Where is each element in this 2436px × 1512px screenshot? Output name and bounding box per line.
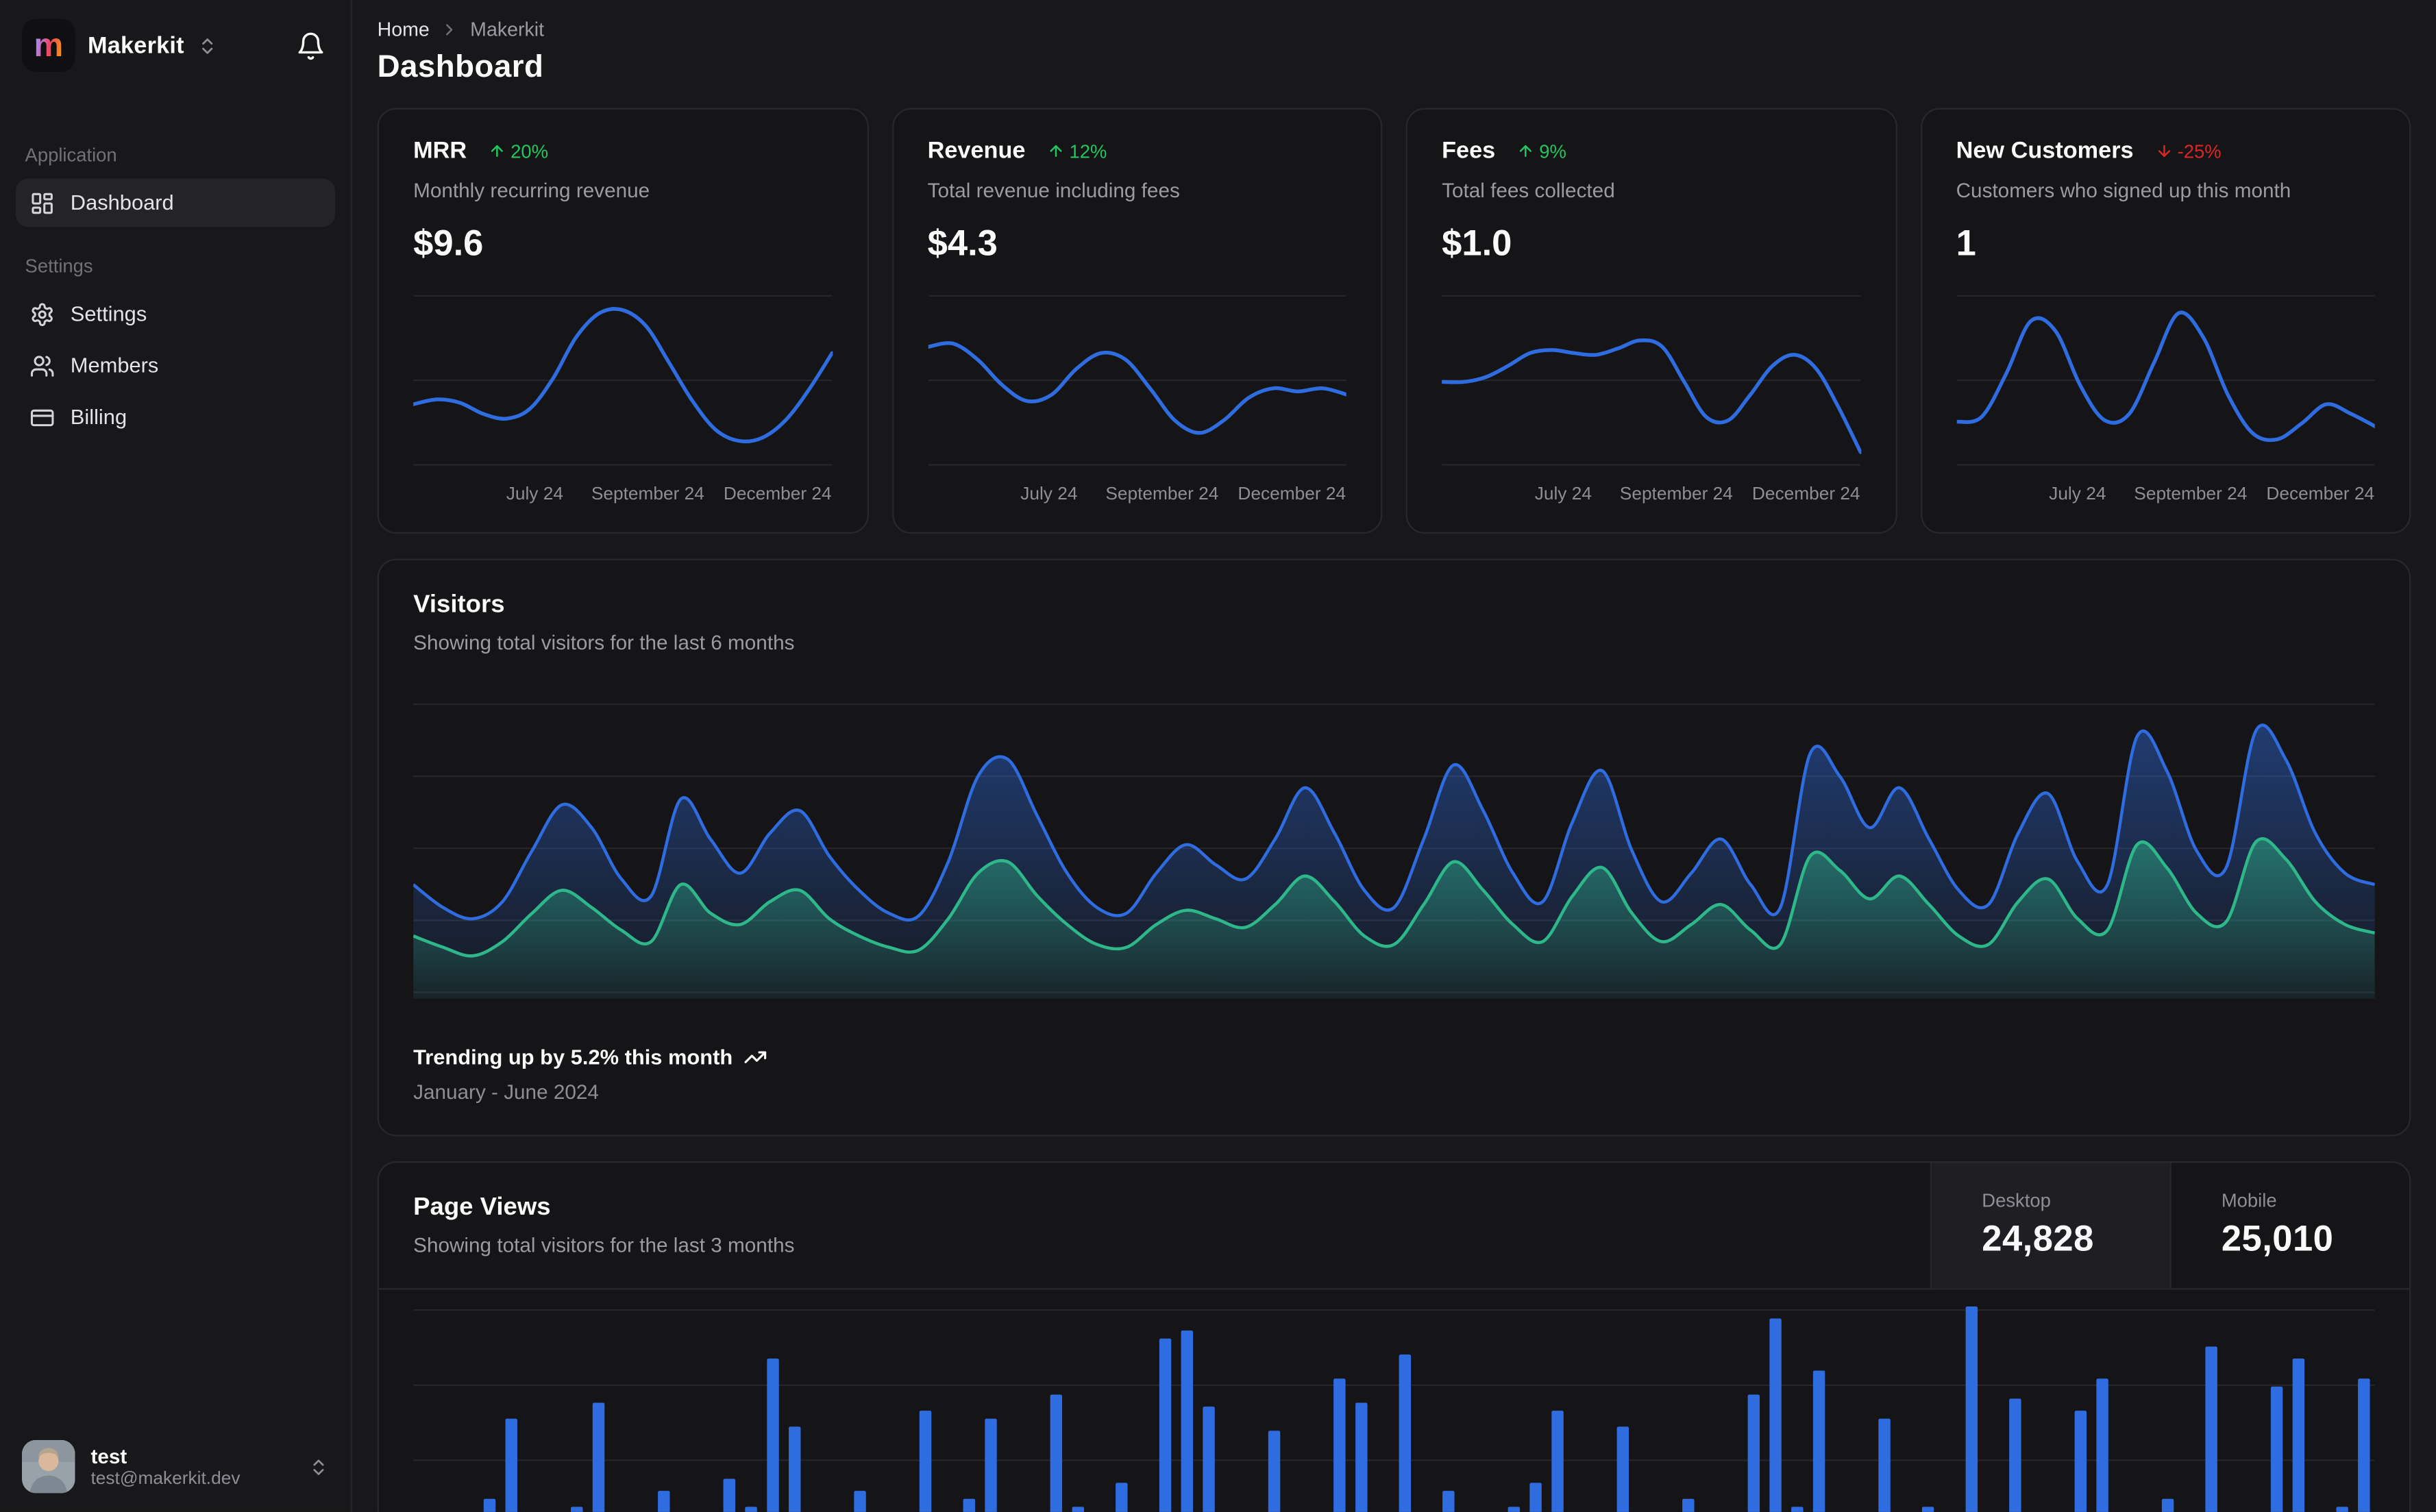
stat-value: 1 xyxy=(1956,222,1976,263)
sidebar-item-settings[interactable]: Settings xyxy=(16,290,335,338)
nav-section-application: Application xyxy=(25,144,117,166)
page-views-header: Page Views Showing total visitors for th… xyxy=(378,1163,2409,1290)
new-customers-sparkline-chart xyxy=(1956,295,2375,466)
trend-badge: -25% xyxy=(2156,140,2222,162)
stat-card-mrr: MRR 20% Monthly recurring revenue $9.6 J… xyxy=(377,108,868,534)
credit-card-icon xyxy=(29,405,55,430)
x-axis-ticks: July 24 September 24 December 24 xyxy=(506,485,832,504)
page-title: Dashboard xyxy=(377,50,544,85)
chevrons-up-down-icon xyxy=(308,1457,329,1477)
stat-card-new-customers: New Customers -25% Customers who signed … xyxy=(1920,108,2411,534)
visitors-footer: Trending up by 5.2% this month January -… xyxy=(413,1045,2375,1104)
sidebar-item-members[interactable]: Members xyxy=(16,341,335,390)
sidebar-item-label: Members xyxy=(70,354,159,377)
toggle-desktop[interactable]: Desktop 24,828 xyxy=(1930,1163,2170,1289)
arrow-down-icon xyxy=(2156,142,2173,160)
trend-badge: 9% xyxy=(1517,140,1566,162)
trend-badge: 20% xyxy=(489,140,548,162)
trend-badge: 12% xyxy=(1047,140,1107,162)
main-content: Home Makerkit Dashboard MRR 20% Monthly … xyxy=(352,0,2436,1512)
makerkit-logo: m xyxy=(21,18,75,73)
stats-grid: MRR 20% Monthly recurring revenue $9.6 J… xyxy=(377,108,2411,534)
user-menu[interactable]: test test@makerkit.dev xyxy=(0,1421,351,1512)
users-icon xyxy=(29,353,55,378)
page-views-title: Page Views xyxy=(413,1194,551,1221)
stat-subtitle: Total revenue including fees xyxy=(927,178,1180,202)
chevron-right-icon xyxy=(441,21,459,39)
desktop-value: 24,828 xyxy=(1982,1217,2094,1258)
visitors-subtitle: Showing total visitors for the last 6 mo… xyxy=(413,630,795,654)
stat-value: $1.0 xyxy=(1442,222,1512,263)
stat-value: $9.6 xyxy=(413,222,484,263)
stat-title: Revenue xyxy=(927,138,1026,164)
sidebar: m Makerkit Application Dashboard Setting… xyxy=(0,0,353,1512)
mobile-value: 25,010 xyxy=(2221,1217,2334,1258)
team-name: Makerkit xyxy=(87,32,184,59)
gear-icon xyxy=(29,301,55,327)
dashboard-icon xyxy=(29,190,55,216)
toggle-mobile[interactable]: Mobile 25,010 xyxy=(2169,1163,2409,1289)
user-info: test test@makerkit.dev xyxy=(91,1445,241,1489)
nav-section-settings: Settings xyxy=(25,255,93,277)
x-axis-ticks: July 24 September 24 December 24 xyxy=(1020,485,1346,504)
stat-title: New Customers xyxy=(1956,138,2134,164)
logo-letter: m xyxy=(34,27,64,64)
breadcrumb-home-link[interactable]: Home xyxy=(377,18,430,41)
x-axis-ticks: July 24 September 24 December 24 xyxy=(1534,485,1860,504)
stat-card-fees: Fees 9% Total fees collected $1.0 July 2… xyxy=(1405,108,1897,534)
page-views-bar-chart xyxy=(413,1306,2375,1512)
visitors-trend-text: Trending up by 5.2% this month xyxy=(413,1045,733,1069)
chevrons-up-down-icon xyxy=(197,35,217,55)
x-axis-ticks: July 24 September 24 December 24 xyxy=(2049,485,2375,504)
stat-title: MRR xyxy=(413,138,467,164)
sidebar-item-label: Dashboard xyxy=(70,190,174,214)
stat-subtitle: Customers who signed up this month xyxy=(1956,178,2291,202)
arrow-up-icon xyxy=(1517,142,1534,160)
arrow-up-icon xyxy=(1047,142,1064,160)
sidebar-nav: Application Dashboard Settings Settings … xyxy=(0,91,351,445)
stat-value: $4.3 xyxy=(927,222,998,263)
desktop-label: Desktop xyxy=(1982,1189,2051,1211)
page-views-card: Page Views Showing total visitors for th… xyxy=(377,1161,2411,1512)
breadcrumb: Home Makerkit xyxy=(378,18,2411,40)
visitors-date-range: January - June 2024 xyxy=(413,1080,599,1104)
page-views-subtitle: Showing total visitors for the last 3 mo… xyxy=(413,1233,795,1257)
visitors-area-chart xyxy=(413,703,2375,999)
arrow-up-icon xyxy=(489,142,506,160)
sidebar-item-label: Settings xyxy=(70,301,147,326)
stat-card-revenue: Revenue 12% Total revenue including fees… xyxy=(891,108,1383,534)
mobile-label: Mobile xyxy=(2221,1189,2277,1211)
user-email: test@makerkit.dev xyxy=(90,1470,241,1489)
fees-sparkline-chart xyxy=(1442,295,1861,466)
trending-up-icon xyxy=(743,1045,767,1069)
team-selector[interactable]: m Makerkit xyxy=(0,0,351,91)
stat-subtitle: Total fees collected xyxy=(1442,178,1615,202)
stat-subtitle: Monthly recurring revenue xyxy=(413,178,650,202)
stat-title: Fees xyxy=(1442,138,1496,164)
visitors-card: Visitors Showing total visitors for the … xyxy=(377,558,2411,1137)
sidebar-item-billing[interactable]: Billing xyxy=(16,393,335,441)
sidebar-item-label: Billing xyxy=(70,405,127,429)
visitors-title: Visitors xyxy=(413,591,505,619)
mrr-sparkline-chart xyxy=(413,295,833,466)
sidebar-item-dashboard[interactable]: Dashboard xyxy=(15,178,335,227)
user-name: test xyxy=(90,1444,127,1468)
revenue-sparkline-chart xyxy=(927,295,1346,466)
notifications-button[interactable] xyxy=(293,27,329,64)
bell-icon xyxy=(296,31,325,60)
avatar xyxy=(21,1439,75,1494)
breadcrumb-current: Makerkit xyxy=(470,18,545,41)
